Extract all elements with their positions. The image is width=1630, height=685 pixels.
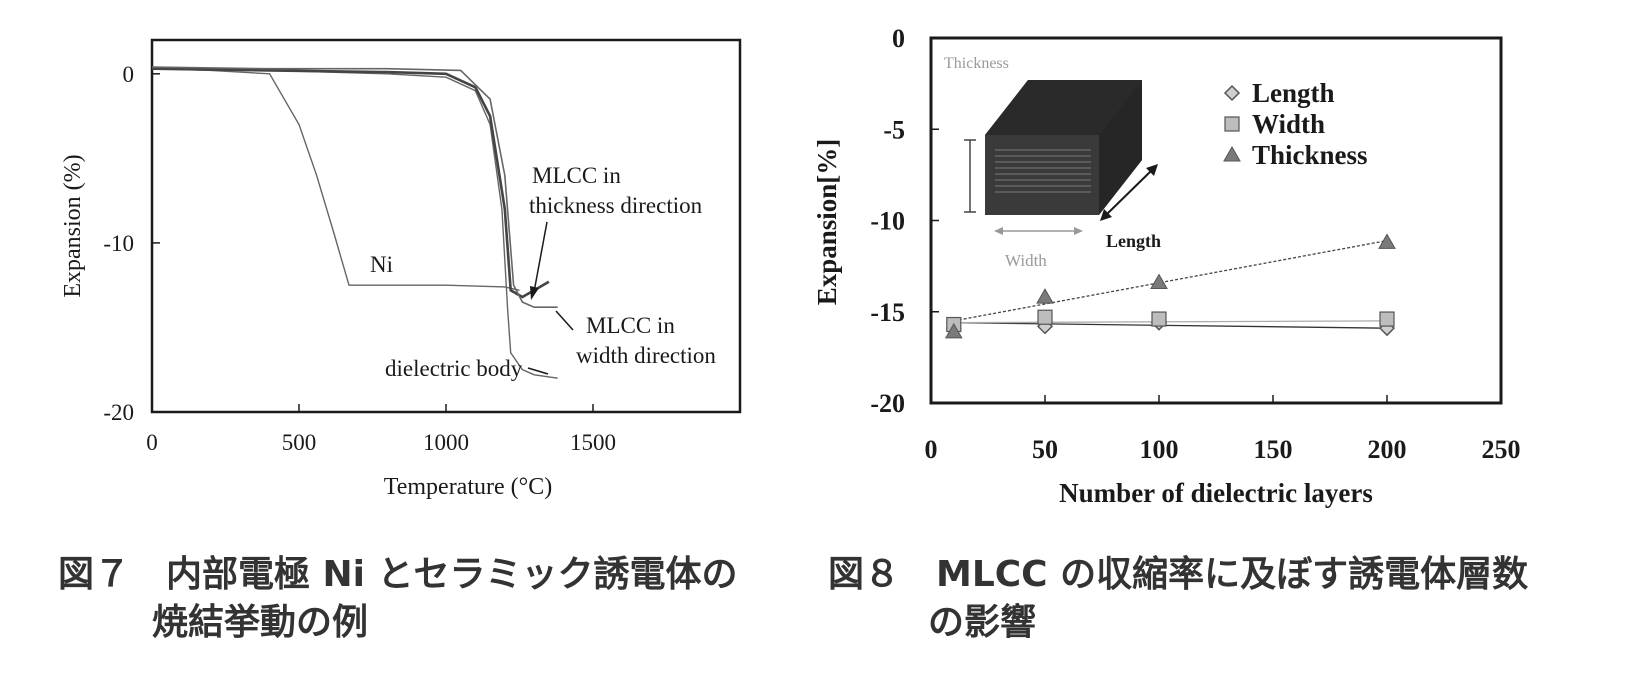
fig8-point-thickness: [1378, 233, 1396, 249]
fig8-point-width: [1037, 309, 1053, 325]
fig8-y-axis-label: Expansion[%]: [812, 139, 842, 306]
fig7-x-tick-label: 1000: [423, 430, 469, 455]
inset-label-thickness: Thickness: [944, 55, 1009, 72]
fig8-x-tick-label: 200: [1368, 435, 1407, 464]
fig8-trendline-length: [953, 322, 1388, 329]
fig8-legend-marker-thickness: [1223, 145, 1241, 162]
width-dimension-arrow: [994, 227, 1083, 235]
length-dimension-arrow: [1100, 164, 1158, 221]
fig8-x-tick-label: 100: [1140, 435, 1179, 464]
fig8-plot-frame: [929, 36, 1503, 405]
fig7-series-mlcc-in-width-direction: [151, 66, 558, 308]
fig7-annotation-mlcc-width-1: MLCC in: [586, 313, 675, 338]
fig8-y-tick-label: -10: [870, 207, 905, 236]
inset-label-width: Width: [1005, 251, 1047, 270]
fig7-y-tick-label: -10: [103, 231, 134, 256]
fig8-x-tick-label: 150: [1254, 435, 1293, 464]
fig8-data-points: [944, 233, 1396, 339]
fig8-point-thickness: [944, 322, 963, 339]
fig7-pointer-lines: [527, 221, 574, 375]
fig7-annotation-ni: Ni: [370, 252, 393, 277]
fig8-legend-label-length: Length: [1252, 78, 1335, 108]
fig8-x-tick-label: 0: [925, 435, 938, 464]
fig7-curves: [151, 66, 558, 379]
fig8-y-tick-label: -5: [883, 115, 905, 144]
fig7-annotation-mlcc-thickness-1: MLCC in: [532, 163, 621, 188]
fig7-annotation-mlcc-thickness-2: thickness direction: [529, 193, 703, 218]
fig8-point-thickness: [1036, 288, 1054, 304]
fig8-legend-label-thickness: Thickness: [1252, 140, 1368, 170]
fig8-trendline-width: [953, 320, 1388, 324]
fig7-x-axis-label: Temperature (°C): [384, 474, 553, 500]
fig8-y-tick-label: -20: [870, 389, 905, 418]
fig7-annotation-dielectric-body: dielectric body: [385, 356, 523, 381]
fig8-caption-line-2: の影響: [928, 601, 1036, 643]
fig7-series-ni: [151, 68, 520, 291]
fig7-series-mlcc-in-thickness-direction: [151, 67, 550, 299]
fig8-point-thickness: [1150, 273, 1168, 290]
fig8-x-tick-label: 50: [1032, 435, 1058, 464]
fig7-y-tick-label: -20: [103, 400, 134, 425]
fig7-caption-line-2: 焼結挙動の例: [152, 602, 368, 643]
fig8-y-tick-label: 0: [892, 24, 905, 53]
fig8-point-width: [1379, 311, 1395, 327]
figure-7: 0 500 1000 1500 0 -10 -20 Expansion (%) Temper…: [58, 38, 742, 643]
fig7-ticks: 0 500 1000 1500 0 -10 -20: [103, 62, 616, 455]
mlcc-block-illustration: [985, 80, 1142, 215]
fig7-annotation-mlcc-width-2: width direction: [576, 343, 716, 368]
inset-label-length: Length: [1106, 231, 1161, 251]
figure-8: 0 50 100 150 200 250 0 -5 -10 -15 -20: [812, 24, 1528, 643]
fig8-trendlines: [953, 239, 1388, 329]
fig8-trendline-thickness: [953, 239, 1388, 322]
fig7-x-tick-label: 500: [282, 430, 317, 455]
fig7-x-tick-label: 1500: [570, 430, 616, 455]
fig7-caption-line-1: 図７ 内部電極 Ni とセラミック誘電体の: [58, 554, 738, 595]
fig8-y-tick-label: -15: [870, 298, 905, 327]
fig8-caption-line-1: 図８ MLCC の収縮率に及ぼす誘電体層数: [828, 554, 1528, 595]
fig7-series-dielectric-body: [151, 68, 558, 379]
fig8-legend-marker-width: [1224, 116, 1240, 132]
fig7-x-tick-label: 0: [146, 430, 158, 455]
fig8-x-tick-label: 250: [1482, 435, 1521, 464]
thickness-dimension-arrow: [964, 139, 976, 213]
fig8-ticks: 0 50 100 150 200 250 0 -5 -10 -15 -20: [870, 24, 1520, 464]
fig8-legend-marker-length: [1223, 84, 1241, 102]
fig7-y-axis-label: Expansion (%): [60, 154, 86, 297]
fig8-legend-label-width: Width: [1252, 109, 1325, 139]
fig7-y-tick-label: 0: [123, 62, 135, 87]
fig8-x-axis-label: Number of dielectric layers: [1059, 478, 1373, 508]
fig8-point-width: [1151, 311, 1167, 327]
